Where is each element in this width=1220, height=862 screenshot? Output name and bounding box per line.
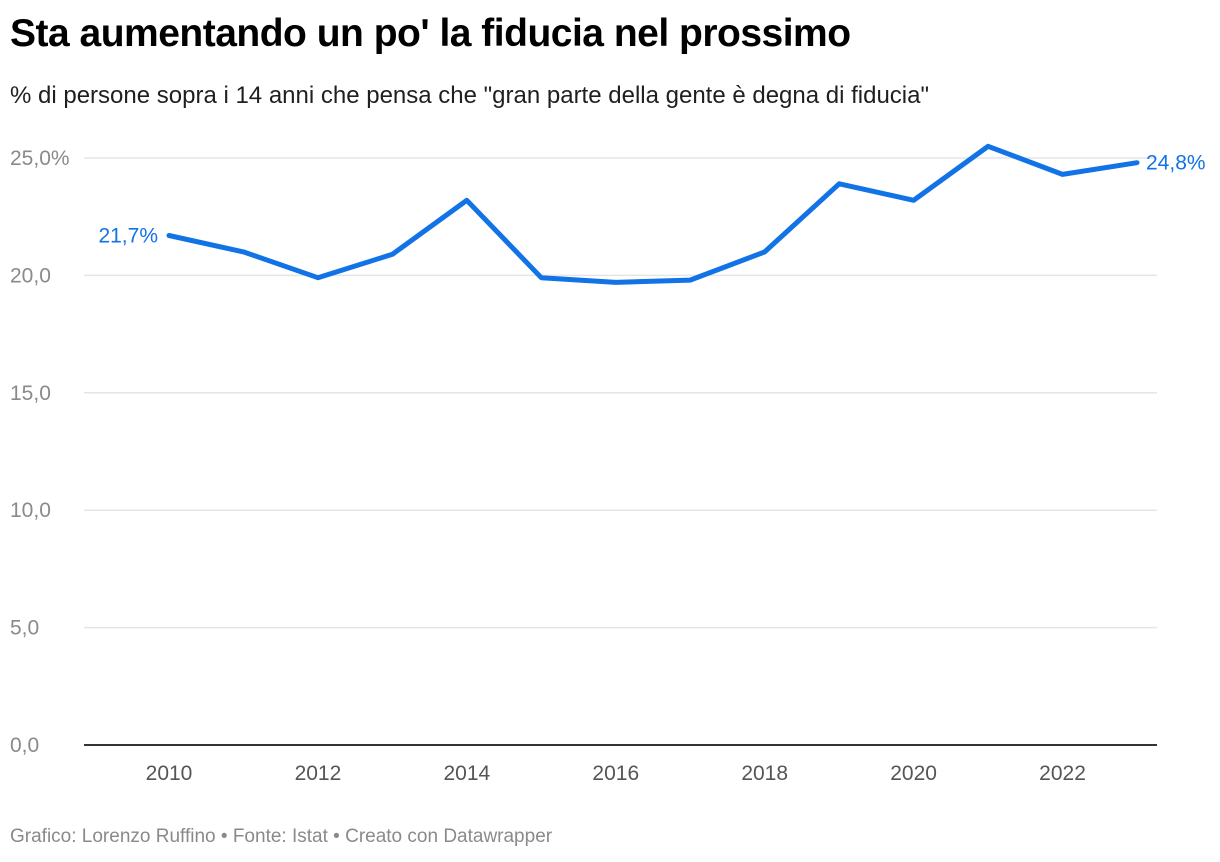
x-tick-label-2012: 2012: [295, 762, 342, 785]
chart-title: Sta aumentando un po' la fiducia nel pro…: [10, 12, 851, 55]
x-tick-label-2016: 2016: [592, 762, 639, 785]
x-axis-ticks: 2010 2012 2014 2016 2018 2020 2022: [146, 762, 1086, 785]
x-tick-label-2022: 2022: [1039, 762, 1086, 785]
y-tick-label-25: 25,0%: [10, 147, 70, 170]
footer-tool: Creato con Datawrapper: [345, 826, 553, 847]
footer-separator-2: •: [333, 826, 340, 847]
chart-subtitle: % di persone sopra i 14 anni che pensa c…: [10, 82, 930, 109]
x-tick-label-2018: 2018: [741, 762, 788, 785]
value-label-end: 24,8%: [1146, 152, 1206, 175]
gridlines: [84, 157, 1157, 629]
footer-source: Fonte: Istat: [232, 826, 328, 847]
y-tick-label-0: 0,0: [10, 734, 39, 757]
footer-credit: Grafico: Lorenzo Ruffino: [10, 826, 216, 847]
y-tick-label-10: 10,0: [10, 499, 51, 522]
x-tick-label-2010: 2010: [146, 762, 193, 785]
x-tick-label-2020: 2020: [890, 762, 937, 785]
y-tick-label-5: 5,0: [10, 617, 39, 640]
footer-separator-1: •: [220, 826, 228, 847]
y-axis-ticks: 0,0 5,0 10,0 15,0 20,0 25,0%: [10, 147, 70, 757]
y-tick-label-15: 15,0: [10, 382, 51, 405]
chart-footer: Grafico: Lorenzo Ruffino • Fonte: Istat …: [10, 826, 552, 848]
value-labels: 21,7% 24,8%: [98, 152, 1205, 248]
x-tick-label-2014: 2014: [443, 762, 490, 785]
series-line: [166, 143, 1140, 285]
y-tick-label-20: 20,0: [10, 264, 51, 287]
value-label-start: 21,7%: [98, 224, 158, 247]
